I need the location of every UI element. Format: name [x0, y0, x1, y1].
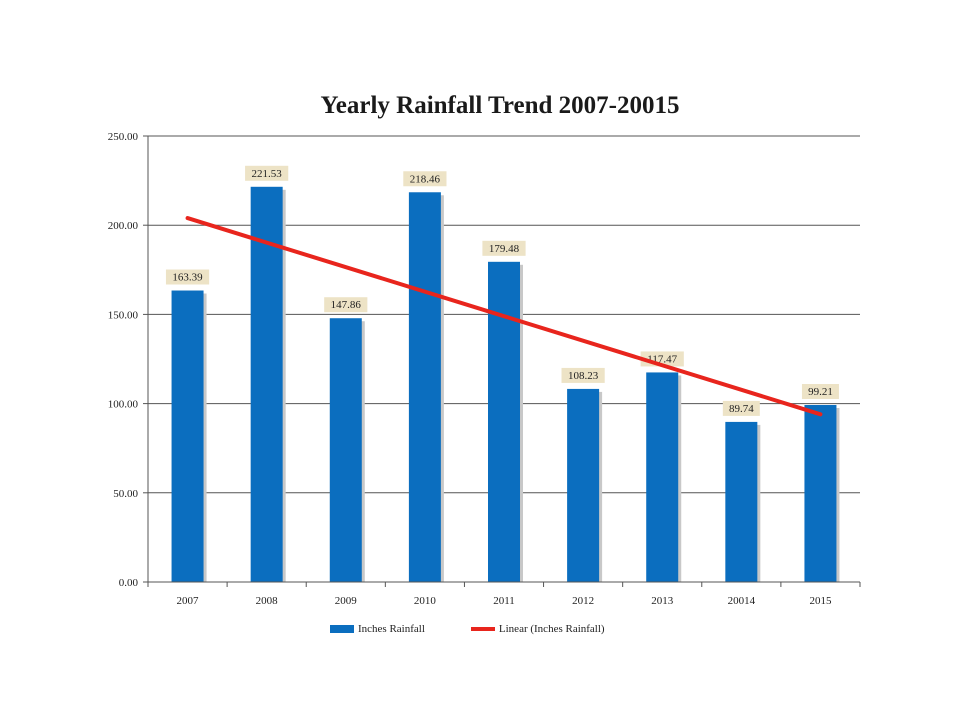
- data-label: 179.48: [489, 243, 520, 255]
- y-tick-label: 100.00: [108, 399, 139, 411]
- legend-label-trendline: Linear (Inches Rainfall): [498, 623, 605, 635]
- bar: [646, 372, 679, 582]
- data-label-bg: [324, 297, 368, 313]
- legend-item-bars: Inches Rainfall: [330, 623, 425, 635]
- x-tick-label: 2013: [651, 595, 674, 607]
- data-label: 221.53: [252, 168, 283, 180]
- legend-swatch-bars: [330, 625, 354, 633]
- data-label: 218.46: [410, 173, 441, 185]
- x-tick-label: 20014: [728, 595, 756, 607]
- y-tick-label: 50.00: [113, 488, 138, 500]
- legend-item-trendline: Linear (Inches Rainfall): [470, 623, 605, 635]
- x-tick-label: 2008: [256, 595, 279, 607]
- legend-label-bars: Inches Rainfall: [358, 623, 425, 635]
- x-tick-label: 2007: [177, 595, 200, 607]
- bar: [567, 388, 600, 582]
- y-tick-label: 250.00: [108, 131, 139, 143]
- x-tick-label: 2011: [493, 595, 515, 607]
- y-tick-label: 150.00: [108, 309, 139, 321]
- x-tick-label: 2015: [809, 595, 832, 607]
- data-label-bg: [561, 367, 605, 383]
- bar: [329, 318, 362, 582]
- bar: [171, 290, 204, 582]
- trendline: [185, 216, 823, 417]
- chart-title: Yearly Rainfall Trend 2007-20015: [320, 92, 680, 119]
- legend-swatch-trendline: [470, 627, 495, 631]
- y-tick-label: 0.00: [119, 577, 139, 589]
- y-tick-label: 200.00: [108, 220, 139, 232]
- data-label: 89.74: [729, 403, 754, 415]
- data-label-bg: [245, 165, 289, 181]
- data-label-bg: [801, 384, 839, 400]
- data-label: 163.39: [172, 272, 203, 284]
- bar: [488, 261, 520, 582]
- bar: [408, 192, 441, 582]
- data-label-bg: [482, 240, 526, 256]
- bar: [804, 405, 837, 582]
- bar: [725, 421, 758, 582]
- x-tick-label: 2012: [572, 595, 594, 607]
- legend: Inches Rainfall Linear (Inches Rainfall): [330, 620, 651, 638]
- data-label-bg: [165, 269, 210, 285]
- data-label-bg: [722, 400, 760, 416]
- x-tick-label: 2010: [414, 595, 437, 607]
- data-label: 99.21: [808, 386, 833, 398]
- bar: [250, 186, 283, 583]
- data-label: 147.86: [331, 299, 362, 311]
- data-label: 108.23: [568, 370, 599, 382]
- x-tick-label: 2009: [335, 595, 358, 607]
- data-label-bg: [403, 171, 447, 187]
